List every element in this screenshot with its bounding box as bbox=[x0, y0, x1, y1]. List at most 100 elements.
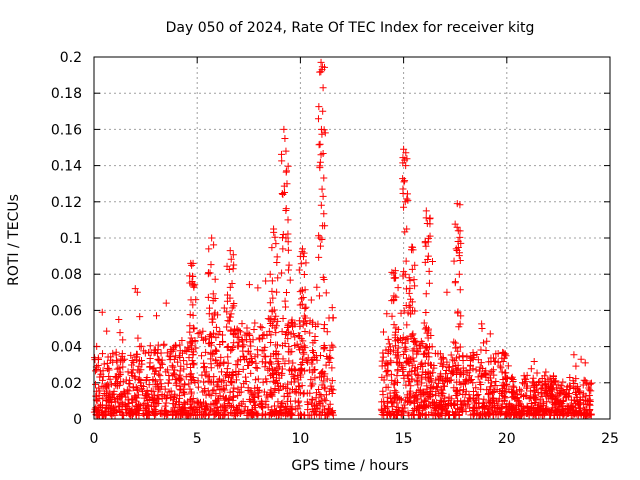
data-point bbox=[226, 388, 234, 396]
data-point bbox=[466, 366, 474, 374]
x-tick-label: 10 bbox=[291, 431, 309, 447]
data-point bbox=[581, 359, 589, 367]
data-point bbox=[450, 411, 458, 419]
data-point bbox=[296, 322, 304, 330]
data-point bbox=[562, 391, 570, 399]
data-point bbox=[311, 337, 319, 345]
data-point bbox=[402, 354, 410, 362]
data-point bbox=[264, 366, 272, 374]
data-point bbox=[216, 411, 224, 419]
data-point bbox=[300, 271, 308, 279]
data-point bbox=[312, 405, 320, 413]
data-point bbox=[318, 381, 326, 389]
data-point bbox=[391, 387, 399, 395]
data-point bbox=[186, 311, 194, 319]
data-point bbox=[421, 359, 429, 367]
data-point bbox=[398, 339, 406, 347]
data-point bbox=[210, 386, 218, 394]
data-point bbox=[452, 354, 460, 362]
data-point bbox=[483, 337, 491, 345]
data-point bbox=[525, 395, 533, 403]
data-point bbox=[308, 411, 316, 419]
data-point bbox=[202, 348, 210, 356]
data-point bbox=[552, 400, 560, 408]
data-point bbox=[526, 387, 534, 395]
data-point bbox=[288, 411, 296, 419]
data-point bbox=[211, 400, 219, 408]
data-point bbox=[423, 329, 431, 337]
data-point bbox=[284, 230, 292, 238]
data-point bbox=[321, 344, 329, 352]
data-point bbox=[295, 332, 303, 340]
data-point bbox=[281, 134, 289, 142]
data-point bbox=[300, 342, 308, 350]
data-point bbox=[298, 367, 306, 375]
y-tick-label: 0 bbox=[73, 412, 82, 428]
data-point bbox=[239, 398, 247, 406]
data-point bbox=[422, 343, 430, 351]
data-point bbox=[502, 402, 510, 410]
data-point bbox=[492, 350, 500, 358]
data-point bbox=[399, 333, 407, 341]
data-point bbox=[125, 404, 133, 412]
data-point bbox=[184, 343, 192, 351]
data-point bbox=[187, 372, 195, 380]
data-point bbox=[438, 386, 446, 394]
data-point bbox=[436, 396, 444, 404]
data-point bbox=[240, 341, 248, 349]
data-point bbox=[463, 353, 471, 361]
data-point bbox=[456, 286, 464, 294]
data-point bbox=[296, 301, 304, 309]
data-point bbox=[421, 238, 429, 246]
data-point bbox=[284, 384, 292, 392]
data-point bbox=[423, 343, 431, 351]
data-point bbox=[115, 364, 123, 372]
data-point bbox=[408, 243, 416, 251]
data-point bbox=[137, 402, 145, 410]
data-point bbox=[424, 255, 432, 263]
data-point bbox=[469, 354, 477, 362]
data-point bbox=[274, 398, 282, 406]
data-point bbox=[534, 401, 542, 409]
data-point bbox=[403, 190, 411, 198]
data-point bbox=[291, 333, 299, 341]
data-point bbox=[314, 115, 322, 123]
data-point bbox=[497, 364, 505, 372]
data-point bbox=[235, 338, 243, 346]
data-point bbox=[224, 317, 232, 325]
data-point bbox=[474, 373, 482, 381]
data-point bbox=[549, 404, 557, 412]
data-point bbox=[211, 410, 219, 418]
data-point bbox=[186, 328, 194, 336]
data-point bbox=[411, 392, 419, 400]
data-point bbox=[163, 409, 171, 417]
data-point bbox=[272, 371, 280, 379]
data-point bbox=[189, 311, 197, 319]
data-point bbox=[176, 353, 184, 361]
data-point bbox=[494, 403, 502, 411]
data-point bbox=[238, 337, 246, 345]
data-point bbox=[236, 328, 244, 336]
data-point bbox=[251, 319, 259, 327]
data-point bbox=[403, 225, 411, 233]
data-point bbox=[551, 396, 559, 404]
data-point bbox=[452, 245, 460, 253]
data-point bbox=[453, 223, 461, 231]
data-point bbox=[409, 347, 417, 355]
data-point bbox=[571, 409, 579, 417]
data-point bbox=[379, 353, 387, 361]
data-point bbox=[221, 386, 229, 394]
data-point bbox=[319, 222, 327, 230]
data-point bbox=[288, 409, 296, 417]
data-point bbox=[99, 350, 107, 358]
data-point bbox=[237, 383, 245, 391]
data-point bbox=[200, 378, 208, 386]
data-point bbox=[95, 392, 103, 400]
data-point bbox=[281, 330, 289, 338]
data-point bbox=[475, 411, 483, 419]
data-point bbox=[400, 374, 408, 382]
data-point bbox=[417, 386, 425, 394]
data-point bbox=[443, 375, 451, 383]
data-point bbox=[418, 373, 426, 381]
